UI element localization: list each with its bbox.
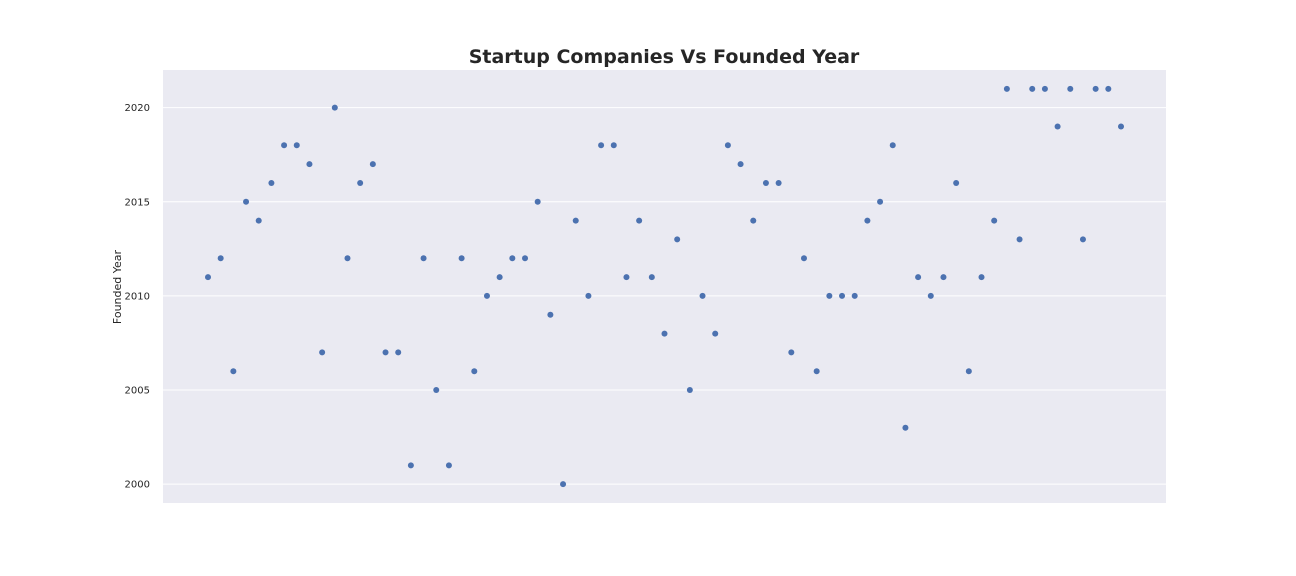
chart-title: Startup Companies Vs Founded Year [469,46,860,68]
data-point [547,311,554,318]
data-point [826,292,833,299]
data-point [433,387,440,394]
data-point [509,255,516,262]
data-point [877,198,884,205]
data-point [940,274,947,281]
data-point [661,330,668,337]
data-point [775,179,782,186]
y-tick-label-2005: 2005 [125,386,150,397]
data-point [382,349,389,356]
data-point [395,349,402,356]
data-point [243,198,250,205]
data-point [585,292,592,299]
y-tick-label-2010: 2010 [125,291,150,302]
data-point [1016,236,1023,243]
data-point [534,198,541,205]
y-tick-labels: 2000 2005 2010 2015 2020 [125,103,150,491]
data-point [560,481,567,488]
data-point [864,217,871,224]
data-point [610,142,617,149]
data-point [623,274,630,281]
data-point [572,217,579,224]
data-point [230,368,237,375]
data-point [217,255,224,262]
data-point [927,292,934,299]
data-point [458,255,465,262]
data-point [268,179,275,186]
data-point [331,104,338,111]
data-point [978,274,985,281]
data-point [357,179,364,186]
data-point [1041,85,1048,92]
data-point [750,217,757,224]
data-point [712,330,719,337]
data-point [915,274,922,281]
data-point [965,368,972,375]
data-point [1092,85,1099,92]
y-axis-label: Founded Year [111,249,124,324]
data-point [319,349,326,356]
data-point [724,142,731,149]
data-point [1067,85,1074,92]
data-point [1029,85,1036,92]
data-point [800,255,807,262]
data-point [788,349,795,356]
data-point [953,179,960,186]
data-point [420,255,427,262]
data-point [1105,85,1112,92]
data-point [1054,123,1061,130]
data-point [1003,85,1010,92]
data-point [737,161,744,168]
data-point [471,368,478,375]
data-point [205,274,211,281]
data-point [407,462,414,469]
data-point [483,292,490,299]
data-point [991,217,998,224]
data-point [598,142,605,149]
data-point [762,179,769,186]
y-tick-label-2015: 2015 [125,197,150,208]
y-tick-label-2020: 2020 [125,103,150,114]
y-tick-label-2000: 2000 [125,480,150,491]
data-point [636,217,643,224]
data-point [293,142,300,149]
data-point [306,161,313,168]
data-point [851,292,858,299]
data-point [902,424,909,431]
data-point [839,292,846,299]
data-point [674,236,681,243]
data-point [255,217,262,224]
data-point [1079,236,1086,243]
data-points [205,85,1124,488]
y-gridlines [163,107,1166,485]
data-point [281,142,288,149]
data-point [648,274,655,281]
data-point [813,368,820,375]
plot-background [163,70,1166,503]
data-point [344,255,351,262]
data-point [699,292,706,299]
data-point [1118,123,1124,130]
data-point [496,274,503,281]
data-point [445,462,452,469]
data-point [369,161,376,168]
data-point [889,142,896,149]
data-point [686,387,693,394]
data-point [522,255,529,262]
